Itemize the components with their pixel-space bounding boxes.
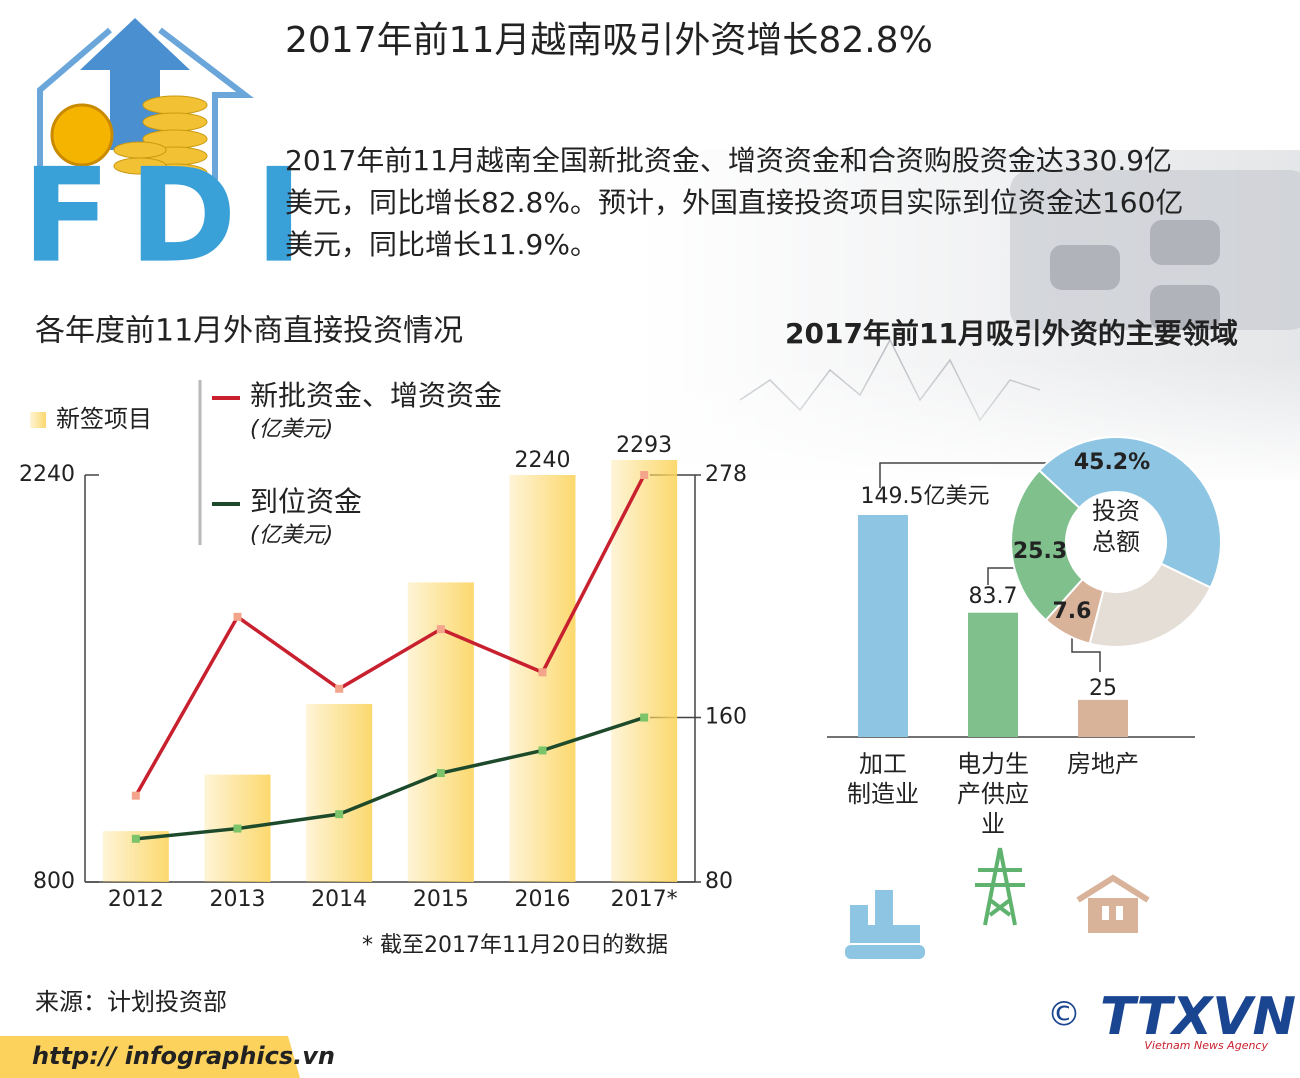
y-tick-label: 800 [33,869,75,894]
bar-value-label: 2240 [515,448,571,473]
leader-line [879,462,1062,488]
legend-unit: (亿美元) [250,523,333,548]
page-title: 2017年前11月越南吸引外资增长82.8% [285,20,933,61]
y-tick-label: 2240 [19,462,75,487]
brand: TTXVN [1100,987,1296,1047]
line-marker [131,834,140,843]
y2-tick-label: 278 [705,462,747,487]
arrow-outline [158,27,254,180]
window [1102,906,1109,920]
line-marker [436,769,445,778]
x-tick-label: 2013 [210,887,266,912]
category-label: 制造业 [847,780,919,808]
source: 来源：计划投资部 [35,988,227,1016]
line-marker [538,746,547,755]
category-label: 业 [981,810,1005,838]
line-marker [233,824,242,833]
line [135,715,645,841]
line-marker [436,625,445,634]
line-marker [233,612,242,621]
chart-title: 2017年前11月吸引外资的主要领域 [785,317,1238,350]
legend-swatch [30,412,46,428]
coin [142,95,208,115]
conveyor [845,945,925,959]
factory-body [850,925,920,943]
bar [611,460,678,882]
calculator-key [1150,220,1220,265]
category-label: 房地产 [1067,750,1139,778]
line-marker [335,684,344,693]
legend-label: 新批资金、增资资金 [250,379,502,412]
donut-center-label: 总额 [1092,528,1140,556]
x-tick-label: 2015 [413,887,469,912]
donut-value-label: 25.3 [1013,539,1067,564]
calculator-key [1050,245,1120,290]
category-label: 加工 [859,750,907,778]
bar-value-label: 149.5亿美元 [861,484,990,509]
fdi-logo: FDI [22,18,321,292]
line-marker [335,810,344,819]
category-label: 产供应 [957,780,1029,808]
bar-value-label: 2293 [616,433,672,458]
dollar-coin [50,103,114,167]
donut-value-label: 45.2% [1074,450,1150,475]
window [1116,906,1123,920]
y2-tick-label: 80 [705,869,733,894]
donut-center-label: 投资 [1092,497,1140,525]
legend-label: 到位资金 [250,485,362,518]
arrow-outline [37,27,112,180]
bar-value-label: 83.7 [969,584,1018,609]
leader-line [1071,632,1101,672]
brand-subtitle: Vietnam News Agency [1144,1039,1268,1052]
category-label: 电力生 [957,750,1029,778]
calculator-key [1150,285,1220,330]
intro-paragraph: 2017年前11月越南全国新批资金、增资资金和合资购股资金达330.9亿美元，同… [285,144,1184,261]
leader-line [987,567,1022,585]
tower [975,847,1025,926]
x-tick-label: 2017* [611,887,678,912]
legend-label: 新签项目 [56,405,152,433]
line [134,474,646,797]
bar [1078,699,1128,737]
chimney [875,890,893,935]
chart-title: 各年度前11月外商直接投资情况 [35,314,463,349]
copyright: © [1047,995,1081,1035]
footnote: * 截至2017年11月20日的数据 [362,933,668,958]
logo-text: FDI [22,140,321,292]
line-marker [640,471,649,479]
y2-tick-label: 160 [705,705,747,730]
legend-unit: (亿美元) [250,417,333,442]
coins [50,95,208,183]
donut-segment [1037,436,1222,589]
url: http:// infographics.vn [32,1042,335,1070]
bar [306,703,373,882]
x-tick-label: 2012 [108,887,164,912]
house-body [1088,898,1138,933]
bar-value-label: 25 [1089,676,1117,701]
bar [509,475,576,882]
roof [1076,874,1150,903]
house-icon [1076,874,1150,933]
factory-icon [845,890,925,959]
power-tower-icon [975,847,1025,926]
arrow-up [80,18,190,150]
line-marker [538,668,547,677]
donut-value-label: 7.6 [1053,599,1092,624]
line-marker [131,791,140,800]
x-tick-label: 2016 [515,887,571,912]
bar [968,612,1018,737]
donut-segment [1010,468,1085,622]
x-tick-label: 2014 [311,887,367,912]
url-band [0,1036,300,1078]
bar [858,514,908,737]
line-marker [640,713,649,722]
coin [113,157,167,175]
donut-segment [1088,562,1212,648]
coin [142,112,208,132]
